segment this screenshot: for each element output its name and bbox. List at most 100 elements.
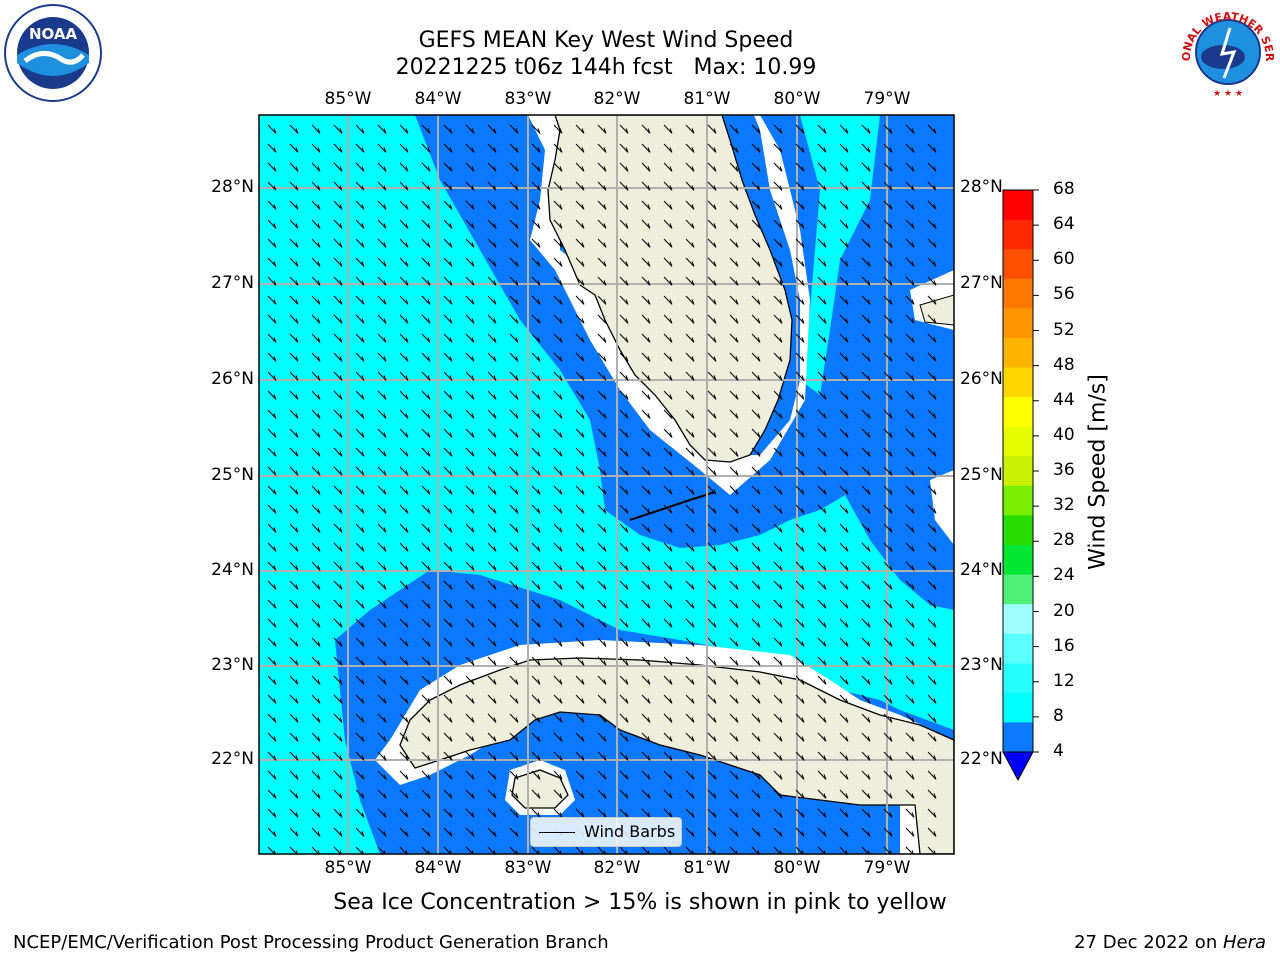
colorbar-segment bbox=[1003, 397, 1033, 428]
wind-barb bbox=[289, 732, 299, 742]
wind-barb bbox=[927, 181, 937, 191]
wind-barb bbox=[465, 732, 475, 742]
wind-barb bbox=[421, 162, 431, 172]
wind-barb bbox=[553, 732, 563, 742]
wind-barb bbox=[641, 409, 651, 419]
wind-barb bbox=[289, 257, 299, 267]
wind-barb bbox=[751, 637, 761, 647]
wind-barb bbox=[751, 276, 761, 286]
wind-barb bbox=[465, 257, 475, 267]
wind-barb bbox=[377, 200, 387, 210]
wind-barb bbox=[333, 561, 343, 571]
wind-barb bbox=[619, 409, 629, 419]
wind-barb bbox=[883, 504, 893, 514]
map-title-line2: 20221225 t06z 144h fcst Max: 10.99 bbox=[395, 55, 817, 80]
wind-barb bbox=[795, 124, 805, 134]
wind-barb bbox=[927, 846, 936, 854]
wind-barb bbox=[487, 637, 497, 647]
wind-barb bbox=[795, 257, 805, 267]
wind-barb bbox=[905, 276, 915, 286]
wind-barb bbox=[531, 219, 541, 229]
wind-barb bbox=[597, 428, 607, 438]
wind-barb bbox=[531, 390, 541, 400]
wind-barb bbox=[377, 124, 387, 134]
wind-barb bbox=[795, 542, 805, 552]
wind-barb bbox=[267, 352, 277, 362]
wind-barb bbox=[465, 485, 475, 495]
wind-barb bbox=[531, 846, 540, 854]
wind-barb bbox=[553, 561, 563, 571]
wind-barb bbox=[905, 751, 915, 761]
wind-barb bbox=[289, 181, 299, 191]
wind-barb bbox=[751, 580, 761, 590]
wind-barb bbox=[861, 580, 871, 590]
wind-barb bbox=[817, 561, 827, 571]
wind-barb bbox=[707, 561, 717, 571]
wind-barb bbox=[575, 314, 585, 324]
wind-barb bbox=[707, 314, 717, 324]
wind-barb bbox=[355, 561, 365, 571]
wind-barb bbox=[531, 333, 541, 343]
wind-barb bbox=[289, 124, 299, 134]
wind-barb bbox=[509, 637, 519, 647]
wind-barb bbox=[751, 618, 761, 628]
wind-barb bbox=[729, 789, 739, 799]
wind-barb bbox=[289, 542, 299, 552]
wind-barb bbox=[465, 542, 475, 552]
wind-barb bbox=[839, 808, 849, 818]
wind-barb bbox=[817, 504, 827, 514]
wind-barb bbox=[685, 124, 695, 134]
wind-barb bbox=[377, 143, 387, 153]
wind-barb bbox=[707, 219, 717, 229]
wind-barb bbox=[685, 732, 695, 742]
wind-barb bbox=[641, 276, 651, 286]
wind-barb bbox=[575, 637, 585, 647]
colorbar-segment bbox=[1003, 604, 1033, 635]
wind-barb bbox=[795, 504, 805, 514]
wind-barb bbox=[685, 694, 695, 704]
wind-barb bbox=[751, 599, 761, 609]
wind-barb bbox=[487, 713, 497, 723]
wind-barb bbox=[597, 447, 607, 457]
wind-barb bbox=[597, 295, 607, 305]
wind-barb bbox=[597, 485, 607, 495]
wind-barb bbox=[421, 181, 431, 191]
wind-barb bbox=[729, 143, 739, 153]
wind-barb bbox=[311, 124, 321, 134]
wind-barb bbox=[707, 162, 717, 172]
wind-barb bbox=[553, 523, 563, 533]
wind-barb bbox=[487, 656, 497, 666]
wind-barb bbox=[443, 257, 453, 267]
wind-barb bbox=[355, 409, 365, 419]
wind-barb bbox=[707, 428, 717, 438]
wind-barb bbox=[729, 257, 739, 267]
wind-barb bbox=[509, 580, 519, 590]
wind-barb bbox=[927, 466, 937, 476]
wind-barb bbox=[333, 466, 343, 476]
wind-barb bbox=[289, 238, 299, 248]
wind-barb bbox=[311, 770, 321, 780]
wind-barb bbox=[267, 314, 277, 324]
wind-barb bbox=[861, 523, 871, 533]
wind-barb bbox=[795, 181, 805, 191]
wind-barb bbox=[377, 827, 387, 837]
wind-barb bbox=[707, 808, 717, 818]
wind-barb bbox=[927, 637, 937, 647]
wind-barb bbox=[707, 827, 717, 837]
wind-barb bbox=[465, 523, 475, 533]
wind-barb bbox=[707, 295, 717, 305]
wind-barb bbox=[751, 485, 761, 495]
wind-barb bbox=[333, 675, 343, 685]
wind-barb bbox=[487, 751, 497, 761]
wind-barb bbox=[597, 238, 607, 248]
wind-barb bbox=[487, 466, 497, 476]
wind-barb bbox=[839, 599, 849, 609]
wind-barb bbox=[883, 808, 893, 818]
wind-barb bbox=[927, 219, 937, 229]
wind-barb bbox=[663, 732, 673, 742]
wind-barb bbox=[465, 770, 475, 780]
wind-barb bbox=[421, 276, 431, 286]
wind-barb bbox=[839, 276, 849, 286]
wind-barb bbox=[861, 542, 871, 552]
wind-barb bbox=[707, 371, 717, 381]
